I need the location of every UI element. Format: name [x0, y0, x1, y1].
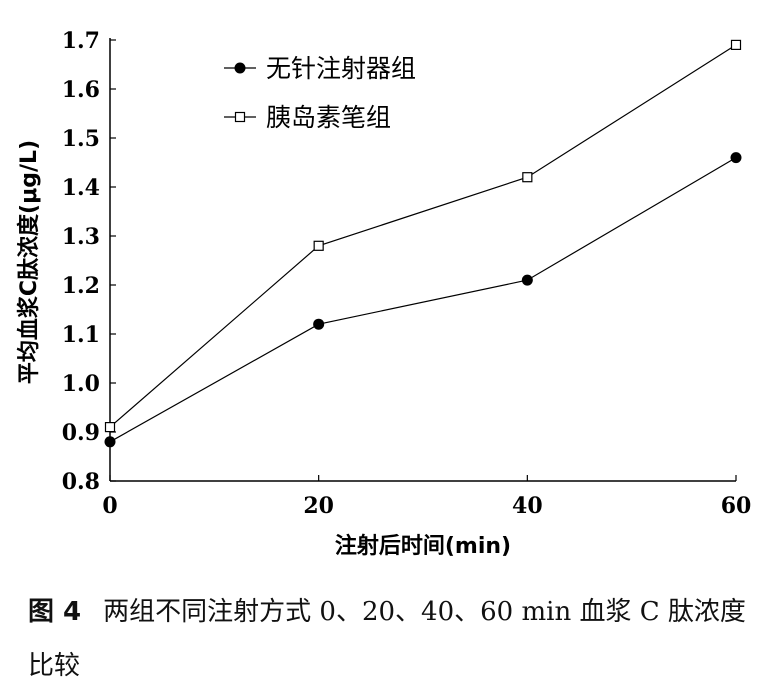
y-tick-label: 1.7: [62, 28, 100, 54]
data-point-1-2: [522, 172, 533, 183]
series-line-0: [109, 157, 737, 443]
y-tick-label: 1.6: [62, 77, 100, 103]
y-tick-label: 1.4: [62, 175, 100, 201]
series-line-1: [109, 44, 737, 428]
data-point-1-1: [313, 240, 324, 251]
y-axis-label: 平均血浆C肽浓度(μg/L): [16, 140, 42, 384]
data-point-1-0: [104, 422, 116, 433]
x-axis-label: 注射后时间(min): [335, 533, 511, 559]
legend-label-0: 无针注射器组: [266, 54, 416, 83]
caption-label: 图 4: [28, 597, 82, 627]
legend-label-1: 胰岛素笔组: [266, 103, 391, 132]
y-tick-label: 0.9: [62, 420, 100, 446]
x-tick-label: 40: [512, 493, 543, 519]
y-tick-label: 1.5: [62, 126, 100, 152]
legend-marker-0: [234, 62, 246, 74]
y-tick-label: 1.1: [62, 322, 100, 348]
data-point-0-2: [521, 274, 533, 286]
data-point-0-0: [104, 436, 116, 448]
x-tick-label: 60: [721, 493, 752, 519]
y-tick-label: 1.3: [62, 224, 100, 250]
data-point-0-3: [730, 152, 742, 164]
x-tick-label: 20: [303, 493, 334, 519]
y-tick-label: 1.2: [62, 273, 100, 299]
data-point-0-1: [313, 318, 325, 330]
caption-text: 两组不同注射方式 0、20、40、60 min 血浆 C 肽浓度比较: [28, 597, 746, 681]
legend-marker-1: [234, 111, 246, 123]
figure-caption: 图 4 两组不同注射方式 0、20、40、60 min 血浆 C 肽浓度比较: [28, 585, 748, 693]
line-chart: 0.8 0.9 1.0 1.1 1.2 1.3 1.4 1.5 1.6 1.7 0 20 40 60 注射后…: [16, 28, 752, 559]
x-tick-label: 0: [102, 493, 117, 519]
data-point-1-3: [730, 39, 742, 51]
y-tick-label: 1.0: [62, 371, 100, 397]
y-tick-label: 0.8: [62, 469, 100, 495]
